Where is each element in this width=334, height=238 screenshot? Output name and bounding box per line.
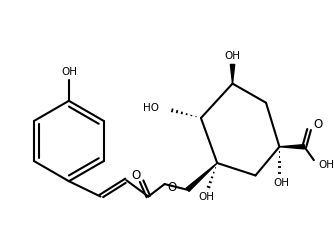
Text: OH: OH [273, 178, 289, 188]
Text: HO: HO [143, 103, 159, 113]
Text: OH: OH [199, 192, 215, 202]
Text: O: O [313, 118, 322, 131]
Polygon shape [186, 163, 217, 191]
Text: OH: OH [319, 160, 334, 170]
Text: O: O [168, 181, 177, 194]
Text: O: O [131, 169, 141, 182]
Polygon shape [280, 145, 304, 149]
Text: OH: OH [61, 67, 77, 77]
Text: OH: OH [224, 51, 240, 61]
Polygon shape [230, 64, 235, 84]
